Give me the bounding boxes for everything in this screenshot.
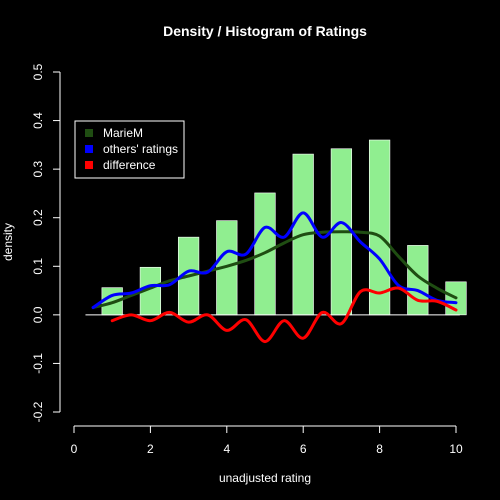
x-axis: 0 2 4 6 8 10 (71, 425, 463, 456)
density-line-others (91, 211, 458, 310)
y-tick-label: -0.2 (31, 401, 45, 422)
y-tick-label: 0.3 (31, 160, 45, 177)
density-lines (91, 211, 458, 344)
chart-title: Density / Histogram of Ratings (163, 23, 367, 39)
histogram-bar (368, 139, 391, 316)
legend-label-difference: difference (103, 158, 156, 172)
legend-label-marie: MarieM (103, 126, 143, 140)
y-tick-label: -0.1 (31, 353, 45, 374)
x-tick-label: 8 (376, 442, 383, 456)
y-tick-label: 0.2 (31, 209, 45, 226)
x-tick-label: 4 (223, 442, 230, 456)
x-tick-label: 6 (300, 442, 307, 456)
legend-label-others: others' ratings (103, 142, 178, 156)
y-tick-label: 0.4 (31, 112, 45, 129)
density-line-marie (91, 230, 458, 310)
y-axis-label: density (1, 223, 15, 261)
y-axis: -0.2 -0.1 0.0 0.1 0.2 0.3 0.4 0.5 (31, 63, 61, 422)
legend-swatch-difference (85, 161, 93, 169)
legend-swatch-marie (85, 129, 93, 137)
y-tick-label: 0.1 (31, 258, 45, 275)
x-axis-label: unadjusted rating (219, 471, 311, 485)
legend: MarieM others' ratings difference (74, 120, 185, 179)
legend-swatch-others (85, 145, 93, 153)
density-line-difference (110, 286, 458, 344)
x-tick-label: 2 (147, 442, 154, 456)
y-tick-label: 0.0 (31, 306, 45, 323)
y-tick-label: 0.5 (31, 63, 45, 80)
legend-box (74, 120, 185, 179)
x-tick-label: 10 (449, 442, 463, 456)
x-tick-label: 0 (71, 442, 78, 456)
